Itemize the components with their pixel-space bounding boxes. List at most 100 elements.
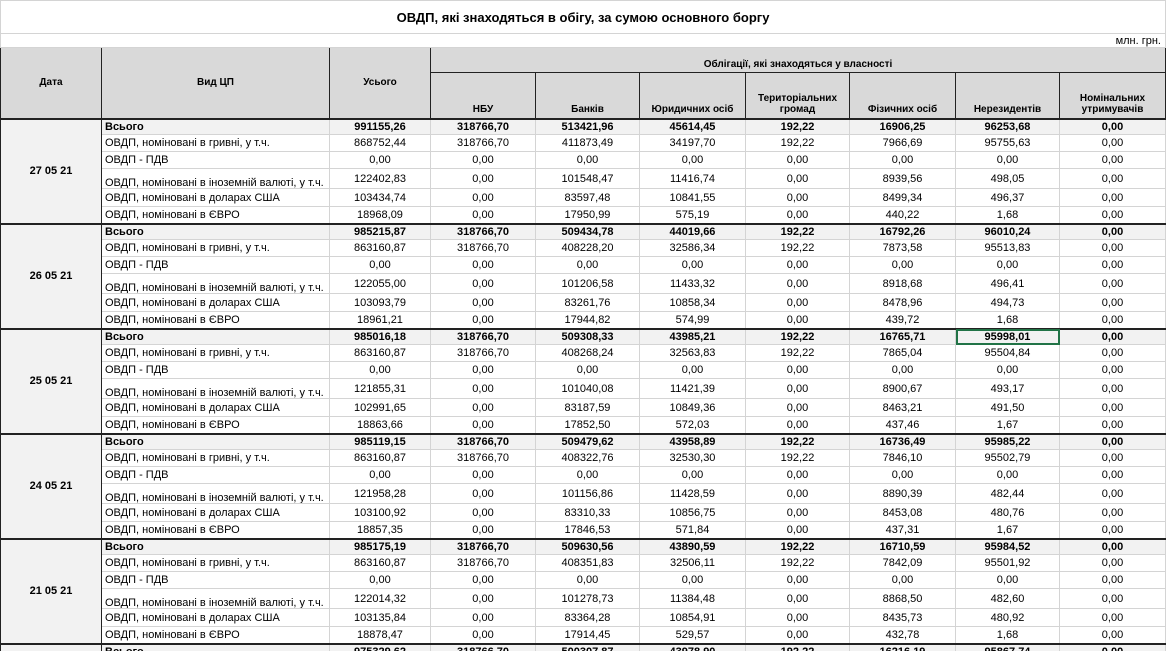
date-cell: 25 05 21 <box>0 327 102 435</box>
value-cell: 95504,84 <box>955 344 1060 362</box>
value-cell: 318766,70 <box>430 134 536 152</box>
value-cell: 571,84 <box>639 521 746 539</box>
value-cell: 480,92 <box>955 608 1060 627</box>
value-cell: 863160,87 <box>329 554 431 572</box>
data-row: ОВДП, номіновані в доларах США 103093,79 0… <box>1 293 1166 312</box>
value-cell: 0,00 <box>430 588 536 609</box>
label-cell: ОВДП, номіновані в гривні, у т.ч. <box>101 134 330 152</box>
value-cell: 103434,74 <box>329 188 431 207</box>
value-cell: 32530,30 <box>639 449 746 467</box>
value-cell: 0,00 <box>1059 151 1166 169</box>
value-cell: 43978,90 <box>639 642 746 651</box>
value-cell: 0,00 <box>535 466 640 484</box>
data-row: ОВДП, номіновані в доларах США 103434,74 0… <box>1 188 1166 207</box>
value-cell: 0,00 <box>430 151 536 169</box>
value-cell: 121958,28 <box>329 483 431 504</box>
data-row: ОВДП - ПДВ 0,00 0,00 0,00 0,00 0,00 0,00 0,00 0,… <box>1 256 1166 274</box>
value-cell: 7966,69 <box>849 134 956 152</box>
value-cell: 192,22 <box>745 554 850 572</box>
value-cell: 0,00 <box>745 398 850 417</box>
value-cell: 83364,28 <box>535 608 640 627</box>
value-cell: 985119,15 <box>329 432 431 450</box>
label-cell: ОВДП, номіновані в доларах США <box>101 293 330 312</box>
value-cell: 868752,44 <box>329 134 431 152</box>
value-cell: 101206,58 <box>535 273 640 294</box>
value-cell: 0,00 <box>430 256 536 274</box>
value-cell: 0,00 <box>430 168 536 189</box>
data-row: ОВДП, номіновані в ЄВРО 18857,35 0,00 17846… <box>1 521 1166 539</box>
value-cell: 0,00 <box>745 273 850 294</box>
value-cell: 122402,83 <box>329 168 431 189</box>
value-cell: 480,76 <box>955 503 1060 522</box>
value-cell: 509434,78 <box>535 222 640 240</box>
value-cell: 0,00 <box>329 361 431 379</box>
data-row: ОВДП, номіновані в гривні, у т.ч. 868752,… <box>1 134 1166 152</box>
label-cell: ОВДП - ПДВ <box>101 571 330 589</box>
value-cell: 0,00 <box>1059 222 1166 240</box>
value-cell: 8868,50 <box>849 588 956 609</box>
value-cell: 432,78 <box>849 626 956 644</box>
value-cell: 8939,56 <box>849 168 956 189</box>
value-cell: 0,00 <box>1059 293 1166 312</box>
value-cell: 0,00 <box>535 571 640 589</box>
label-text: ОВДП, номіновані в іноземній валюті, у т… <box>105 492 324 503</box>
value-cell: 0,00 <box>745 588 850 609</box>
value-cell: 0,00 <box>1059 449 1166 467</box>
value-cell: 0,00 <box>430 571 536 589</box>
label-cell: ОВДП, номіновані в ЄВРО <box>101 416 330 434</box>
header-column: Банків <box>535 72 640 119</box>
value-cell: 0,00 <box>1059 588 1166 609</box>
value-cell: 101156,86 <box>535 483 640 504</box>
value-cell: 500307,87 <box>535 642 640 651</box>
value-cell: 0,00 <box>1059 256 1166 274</box>
label-cell: Всього <box>101 117 330 135</box>
value-cell: 411873,49 <box>535 134 640 152</box>
value-cell: 0,00 <box>1059 398 1166 417</box>
value-cell: 95513,83 <box>955 239 1060 257</box>
value-cell: 0,00 <box>1059 273 1166 294</box>
value-cell: 192,22 <box>745 134 850 152</box>
value-cell: 0,00 <box>1059 344 1166 362</box>
value-cell: 192,22 <box>745 239 850 257</box>
label-cell: ОВДП, номіновані в іноземній валюті, у т… <box>101 168 330 189</box>
header-total: Усього <box>329 47 431 119</box>
value-cell: 0,00 <box>1059 521 1166 539</box>
value-cell: 513421,96 <box>535 117 640 135</box>
data-row: ОВДП, номіновані в іноземній валюті, у т… <box>1 588 1166 609</box>
value-cell: 34197,70 <box>639 134 746 152</box>
value-cell: 318766,70 <box>430 327 536 345</box>
value-cell: 0,00 <box>1059 361 1166 379</box>
value-cell: 95867,74 <box>955 642 1060 651</box>
value-cell: 192,22 <box>745 222 850 240</box>
value-cell: 1,67 <box>955 521 1060 539</box>
value-cell: 10858,34 <box>639 293 746 312</box>
unit-label: млн. грн. <box>0 33 1166 48</box>
header-type: Вид ЦП <box>101 47 330 119</box>
value-cell: 318766,70 <box>430 344 536 362</box>
value-cell: 440,22 <box>849 206 956 224</box>
label-text: ОВДП, номіновані в іноземній валюті, у т… <box>105 282 324 293</box>
value-cell: 11428,59 <box>639 483 746 504</box>
value-cell: 408268,24 <box>535 344 640 362</box>
value-cell: 0,00 <box>430 483 536 504</box>
label-cell: ОВДП, номіновані в доларах США <box>101 503 330 522</box>
value-cell: 0,00 <box>745 378 850 399</box>
data-row: ОВДП, номіновані в доларах США 103135,84 0… <box>1 608 1166 627</box>
data-row: ОВДП - ПДВ 0,00 0,00 0,00 0,00 0,00 0,00 0,00 0,… <box>1 361 1166 379</box>
value-cell: 192,22 <box>745 117 850 135</box>
value-cell: 11384,48 <box>639 588 746 609</box>
data-row: ОВДП, номіновані в іноземній валюті, у т… <box>1 483 1166 504</box>
label-cell: ОВДП, номіновані в іноземній валюті, у т… <box>101 483 330 504</box>
value-cell: 0,00 <box>430 273 536 294</box>
value-cell: 985175,19 <box>329 537 431 555</box>
value-cell: 496,37 <box>955 188 1060 207</box>
label-cell: ОВДП, номіновані в іноземній валюті, у т… <box>101 378 330 399</box>
data-row: ОВДП, номіновані в ЄВРО 18968,09 0,00 17950… <box>1 206 1166 224</box>
data-row: ОВДП, номіновані в гривні, у т.ч. 863160,… <box>1 554 1166 572</box>
value-cell: 0,00 <box>745 483 850 504</box>
value-cell: 0,00 <box>535 151 640 169</box>
value-cell: 0,00 <box>955 361 1060 379</box>
value-cell: 0,00 <box>745 521 850 539</box>
date-cell <box>0 642 102 651</box>
